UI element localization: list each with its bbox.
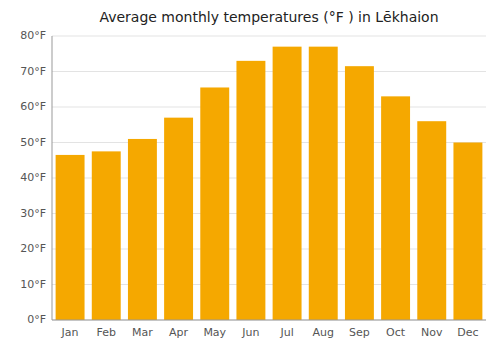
x-tick-label: Mar	[132, 326, 153, 339]
x-tick-label: Aug	[313, 326, 334, 339]
bar	[417, 121, 446, 320]
chart-svg: 0°F 10°F 20°F 30°F 40°F 50°F 60°F 70°F 80°F Jan Fe…	[0, 0, 500, 350]
bar	[128, 139, 157, 320]
x-tick-label: Sep	[349, 326, 370, 339]
grid-line	[52, 320, 486, 321]
x-tick-label: May	[203, 326, 226, 339]
bar	[236, 61, 265, 320]
bar	[56, 155, 85, 320]
y-tick-label: 0°F	[27, 313, 46, 326]
x-axis-line	[52, 320, 486, 321]
y-tick-label: 50°F	[20, 136, 46, 149]
y-axis-line	[52, 36, 53, 320]
grid	[52, 36, 486, 320]
x-axis: Jan Feb Mar Apr May Jun Jul Aug Sep Oct Nov Dec	[61, 326, 479, 339]
y-tick-label: 60°F	[20, 100, 46, 113]
x-tick-label: Jan	[61, 326, 79, 339]
chart-container: 0°F 10°F 20°F 30°F 40°F 50°F 60°F 70°F 80°F Jan Fe…	[0, 0, 500, 350]
x-tick-label: Nov	[421, 326, 443, 339]
y-tick-label: 30°F	[20, 207, 46, 220]
bar	[381, 96, 410, 320]
x-tick-label: Apr	[169, 326, 189, 339]
y-tick-label: 40°F	[20, 171, 46, 184]
y-tick-label: 10°F	[20, 278, 46, 291]
grid-line	[52, 71, 486, 72]
y-axis: 0°F 10°F 20°F 30°F 40°F 50°F 60°F 70°F 80°F	[20, 29, 46, 326]
x-tick-label: Jul	[279, 326, 293, 339]
title: Average monthly temperatures (°F ) in Lē…	[99, 9, 438, 25]
bar	[92, 151, 121, 320]
bar	[273, 47, 302, 320]
axes	[52, 36, 486, 320]
x-tick-label: Dec	[457, 326, 478, 339]
bars	[56, 47, 483, 320]
grid-line	[52, 36, 486, 37]
bar	[164, 118, 193, 320]
x-tick-label: Oct	[386, 326, 406, 339]
y-tick-label: 70°F	[20, 65, 46, 78]
x-tick-label: Feb	[97, 326, 116, 339]
bar	[345, 66, 374, 320]
x-tick-label: Jun	[241, 326, 259, 339]
y-tick-label: 20°F	[20, 242, 46, 255]
bar	[453, 143, 482, 321]
grid-line	[52, 107, 486, 108]
y-tick-label: 80°F	[20, 29, 46, 42]
bar	[309, 47, 338, 320]
bar	[200, 87, 229, 320]
